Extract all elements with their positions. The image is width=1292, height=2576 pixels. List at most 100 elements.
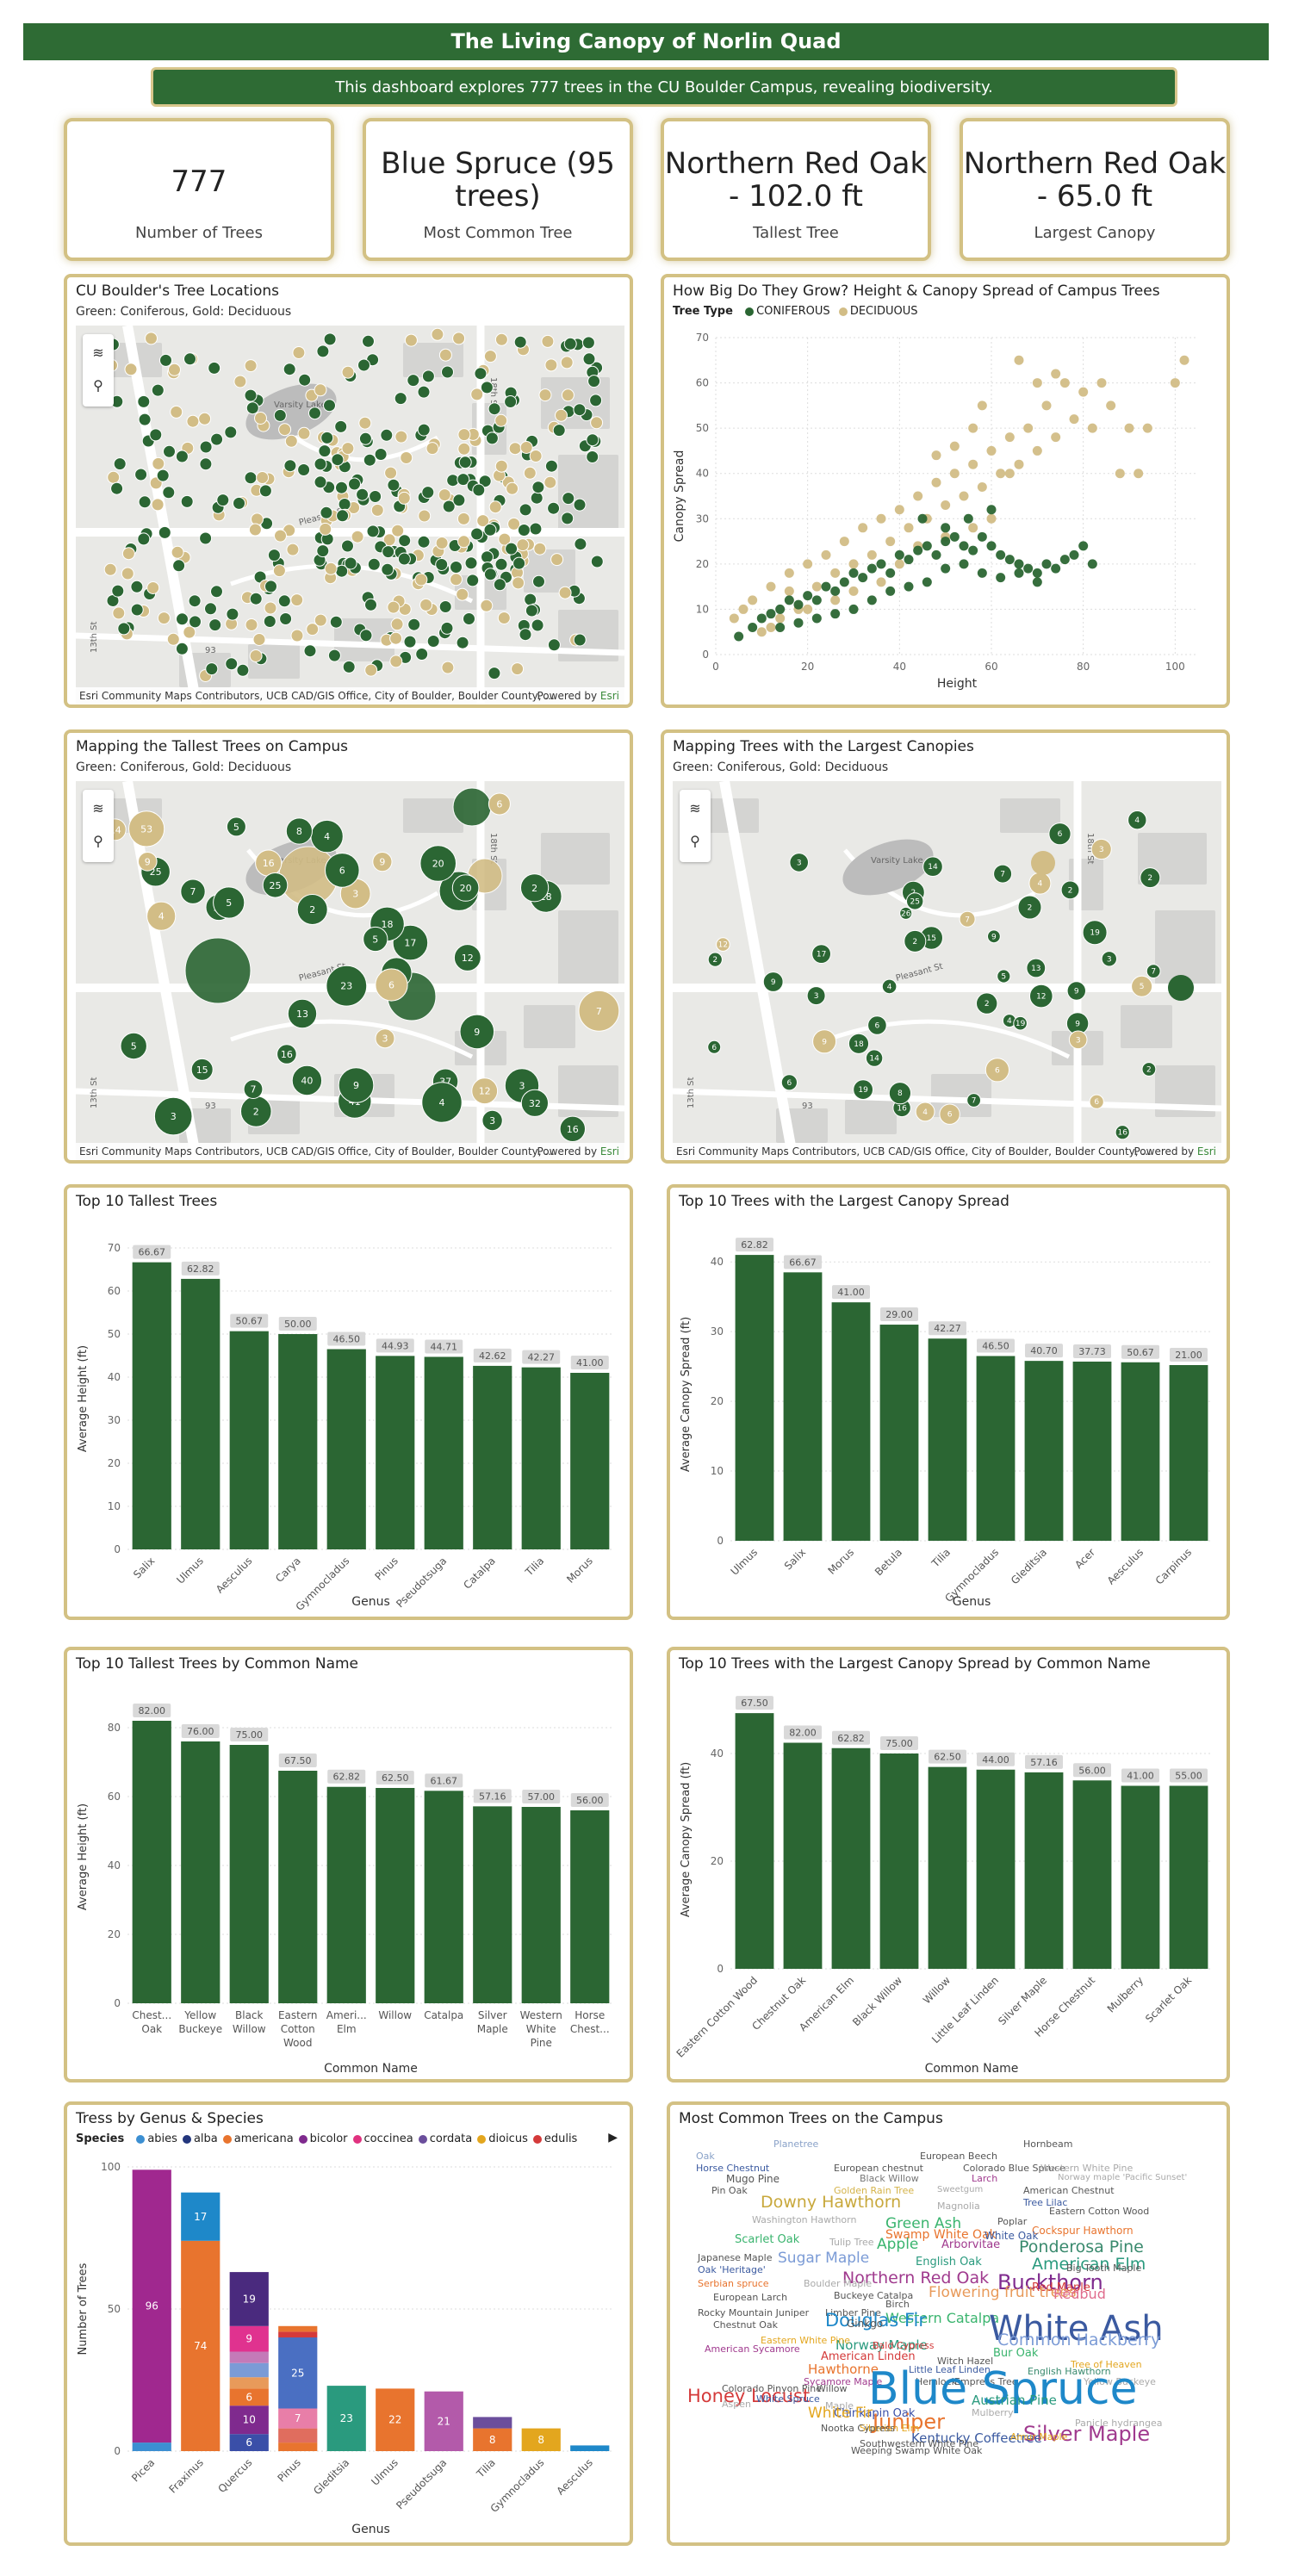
legend-label[interactable]: alba [193, 2132, 218, 2145]
x-tick-label: 100 [1165, 661, 1185, 673]
legend-label[interactable]: abies [147, 2132, 177, 2145]
map-attribution: Esri Community Maps Contributors, UCB CA… [76, 1143, 624, 1160]
tree-point [485, 431, 499, 445]
legend-label[interactable]: edulis [544, 2132, 578, 2145]
legend-label[interactable]: dioicus [488, 2132, 528, 2145]
tree-bubble-label: 4 [439, 1097, 445, 1108]
bar [570, 1810, 610, 2003]
tree-point [112, 606, 126, 620]
word-cloud-word: Black Willow [860, 2173, 919, 2184]
scatter-point [756, 613, 767, 624]
legend-label[interactable]: americana [233, 2132, 294, 2145]
esri-link[interactable]: Esri [599, 1145, 619, 1158]
tree-bubble [296, 894, 328, 925]
person-icon[interactable]: ⚲ [93, 833, 103, 849]
tree-point [407, 618, 421, 631]
data-label: 57.16 [1030, 1757, 1058, 1768]
layers-icon[interactable]: ≋ [92, 345, 104, 361]
tree-point [438, 348, 452, 362]
tree-point [113, 457, 127, 471]
word-cloud-word: English Oak [916, 2256, 982, 2269]
tree-point [450, 561, 463, 574]
tree-bubble-label: 16 [567, 1124, 579, 1135]
kpi-card-tallest-tree: Northern Red Oak - 102.0 ft Tallest Tree [661, 118, 931, 261]
legend-label[interactable]: CONIFEROUS [756, 305, 830, 318]
tree-bubble [120, 1032, 147, 1060]
tree-point [547, 638, 561, 652]
scatter-point [1032, 568, 1042, 578]
legend-label[interactable]: coccinea [363, 2132, 413, 2145]
word-cloud-word: Silver Maple [1023, 2422, 1151, 2446]
bar [376, 1356, 415, 1549]
data-label-bg [473, 1348, 512, 1362]
word-cloud-word: Downy Hawthorn [761, 2193, 902, 2212]
y-tick-label: 40 [108, 1859, 121, 1871]
tree-bubble [1115, 1125, 1130, 1140]
data-label: 37.73 [1078, 1346, 1106, 1357]
svg-text:13th St: 13th St [90, 1077, 99, 1108]
word-cloud-word: English Hawthorn [1028, 2366, 1111, 2377]
tree-bubble [180, 878, 206, 904]
tree-point [394, 430, 408, 444]
legend-label[interactable]: DECIDUOUS [849, 305, 918, 318]
legend-label[interactable]: cordata [429, 2132, 473, 2145]
tree-point [274, 529, 287, 543]
tree-bubble [1140, 867, 1161, 889]
tree-point [103, 562, 117, 576]
tree-bubble [812, 1029, 837, 1054]
map-canvas[interactable]: Varsity Lake Pleasant St 18th St 13th St 93 1… [673, 781, 1221, 1160]
tree-point [359, 629, 373, 642]
legend-next-arrow-icon[interactable]: ▶ [608, 2131, 618, 2145]
canopy-genus-bar-chart: 0 10 20 30 40 62.82 Ulmus 66.67 Salix 41.00 Morus 2… [680, 1238, 1213, 1609]
tree-point [156, 469, 170, 482]
tree-point [341, 539, 354, 553]
tree-point [457, 428, 471, 442]
tree-bubble-label: 4 [887, 983, 892, 991]
tree-bubble [966, 1093, 982, 1108]
legend-label[interactable]: bicolor [309, 2132, 348, 2145]
y-tick-label: 0 [717, 1535, 724, 1547]
bar [278, 1334, 318, 1549]
tree-point [130, 580, 144, 593]
legend-dot-deciduous [838, 307, 848, 316]
data-label-bg [832, 1285, 870, 1300]
layers-icon[interactable]: ≋ [689, 800, 701, 816]
word-cloud-word: Arborvitae [941, 2238, 1001, 2251]
data-label: 44.93 [382, 1340, 409, 1351]
legend-dot [182, 2134, 191, 2144]
data-label-bg [327, 1331, 366, 1346]
layers-icon[interactable]: ≋ [92, 800, 104, 816]
word-cloud-word: Kentucky Coffeetree [911, 2430, 1042, 2446]
scatter-point [1023, 423, 1034, 433]
tree-point [297, 463, 311, 476]
data-label: 67.50 [284, 1755, 312, 1766]
esri-link[interactable]: Esri [599, 690, 619, 702]
scatter-point [848, 586, 859, 596]
x-tick-label: Cotton [281, 2023, 315, 2035]
esri-link[interactable]: Esri [1196, 1145, 1216, 1158]
tree-bubble-label: 2 [253, 1106, 259, 1117]
scatter-point [1059, 378, 1070, 388]
tree-point [208, 618, 222, 632]
legend-dot [222, 2134, 232, 2144]
panel-title: How Big Do They Grow? Height & Canopy Sp… [673, 282, 1160, 300]
tree-bubble-label: 9 [379, 857, 385, 868]
tree-point [319, 522, 332, 536]
tree-bubble [1146, 964, 1161, 979]
person-icon[interactable]: ⚲ [93, 377, 103, 394]
tree-point [480, 381, 494, 394]
data-label-bg [880, 1307, 918, 1322]
person-icon[interactable]: ⚲ [690, 833, 700, 849]
word-cloud-word: Honey Locust [687, 2386, 811, 2406]
tree-point [380, 428, 394, 442]
scatter-point [963, 513, 973, 524]
tree-bubble-label: 6 [1094, 1098, 1099, 1107]
scatter-point [793, 599, 804, 610]
tree-point [531, 618, 544, 632]
scatter-point [894, 559, 904, 569]
segment-label: 25 [291, 2367, 304, 2379]
tree-point [297, 426, 311, 440]
data-label-bg [929, 1749, 966, 1764]
